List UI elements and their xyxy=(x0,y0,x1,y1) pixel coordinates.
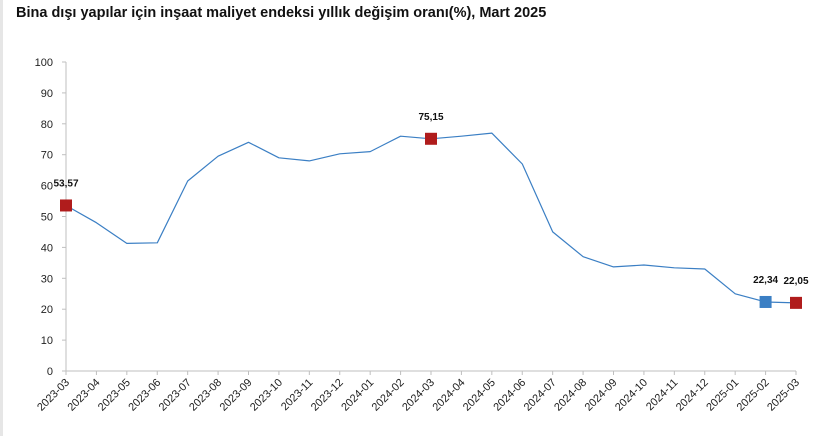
y-tick-label: 70 xyxy=(41,150,53,162)
left-border xyxy=(0,0,3,436)
series-line xyxy=(65,132,797,304)
y-tick-label: 20 xyxy=(41,304,53,316)
y-tick-label: 30 xyxy=(41,273,53,285)
y-tick-label: 100 xyxy=(35,57,53,69)
x-tick-label: 2023-09 xyxy=(218,377,255,414)
x-tick-label: 2024-05 xyxy=(461,377,498,414)
x-tick-label: 2024-02 xyxy=(370,377,407,414)
data-marker xyxy=(425,132,437,145)
data-markers: 53,57 75,15 22,34 22,05 xyxy=(53,112,809,309)
y-tick-label: 50 xyxy=(41,212,53,224)
y-tick-label: 10 xyxy=(41,335,53,347)
data-label: 53,57 xyxy=(53,178,78,189)
x-tick-label: 2023-07 xyxy=(157,377,194,414)
chart-title: Bina dışı yapılar için inşaat maliyet en… xyxy=(16,5,547,21)
y-tick-label: 40 xyxy=(41,242,53,254)
x-tick-label: 2023-04 xyxy=(66,377,103,414)
x-tick-label: 2024-12 xyxy=(674,377,711,414)
x-tick-label: 2024-04 xyxy=(431,377,468,414)
series xyxy=(65,132,797,304)
x-tick-label: 2024-08 xyxy=(552,377,589,414)
data-label: 22,34 xyxy=(753,275,778,286)
data-label: 75,15 xyxy=(418,112,443,123)
x-tick-label: 2025-02 xyxy=(735,377,772,414)
y-tick-label: 0 xyxy=(47,366,53,378)
x-tick-label: 2024-03 xyxy=(400,377,437,414)
x-tick-label: 2025-03 xyxy=(765,377,802,414)
data-label: 22,05 xyxy=(783,276,808,287)
x-tick-label: 2025-01 xyxy=(704,377,741,414)
axes: 01020304050607080901002023-032023-042023… xyxy=(35,57,802,414)
x-tick-label: 2023-10 xyxy=(248,377,285,414)
x-tick-label: 2024-06 xyxy=(491,377,528,414)
y-tick-label: 80 xyxy=(41,119,53,131)
x-tick-label: 2024-10 xyxy=(613,377,650,414)
data-marker xyxy=(759,295,772,308)
y-tick-label: 90 xyxy=(41,88,53,100)
data-marker xyxy=(60,199,72,212)
x-tick-label: 2023-06 xyxy=(126,377,163,414)
y-tick-label: 60 xyxy=(41,181,53,193)
x-tick-label: 2023-12 xyxy=(309,377,346,414)
x-tick-label: 2023-08 xyxy=(187,377,224,414)
x-tick-label: 2024-09 xyxy=(583,377,620,414)
x-tick-label: 2023-03 xyxy=(35,377,72,414)
x-tick-label: 2024-07 xyxy=(522,377,559,414)
data-marker xyxy=(790,296,802,309)
x-tick-label: 2024-01 xyxy=(339,377,376,414)
x-tick-label: 2023-05 xyxy=(96,377,133,414)
